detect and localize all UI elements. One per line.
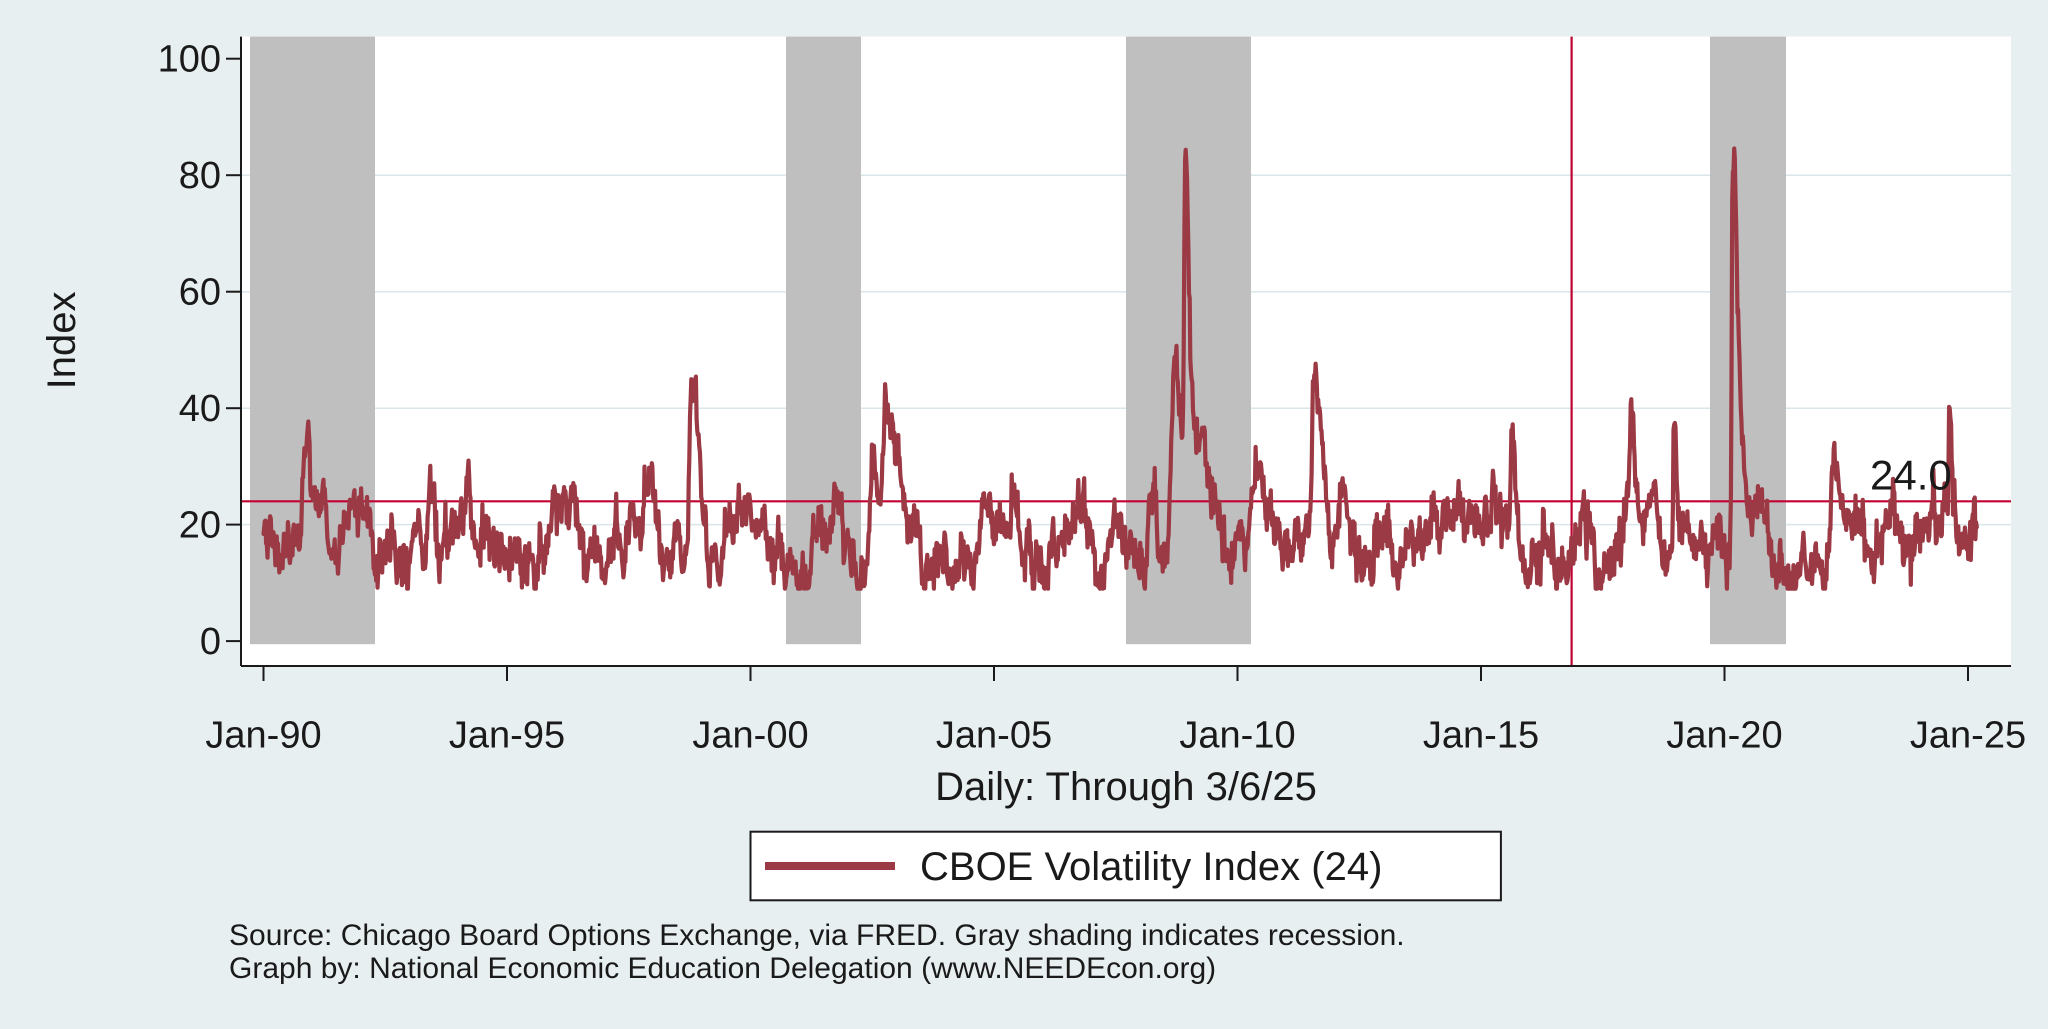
svg-text:40: 40 — [179, 388, 221, 430]
svg-text:Source: Chicago Board Options: Source: Chicago Board Options Exchange, … — [229, 919, 1405, 952]
svg-text:Jan-05: Jan-05 — [936, 714, 1052, 756]
svg-text:CBOE Volatility Index (24): CBOE Volatility Index (24) — [920, 845, 1382, 889]
svg-text:80: 80 — [179, 155, 221, 197]
svg-text:Jan-00: Jan-00 — [692, 714, 808, 756]
svg-text:100: 100 — [158, 39, 221, 81]
svg-text:Jan-90: Jan-90 — [205, 714, 321, 756]
svg-text:Jan-20: Jan-20 — [1666, 714, 1782, 756]
svg-text:Index: Index — [40, 291, 84, 389]
svg-text:Jan-25: Jan-25 — [1910, 714, 2026, 756]
svg-text:0: 0 — [200, 621, 221, 663]
svg-text:Graph by: National Economic Ed: Graph by: National Economic Education De… — [229, 952, 1216, 985]
svg-text:Jan-95: Jan-95 — [449, 714, 565, 756]
svg-text:Jan-15: Jan-15 — [1423, 714, 1539, 756]
svg-text:60: 60 — [179, 272, 221, 314]
svg-text:24.0: 24.0 — [1870, 451, 1952, 498]
svg-text:Jan-10: Jan-10 — [1179, 714, 1295, 756]
svg-text:Daily: Through 3/6/25: Daily: Through 3/6/25 — [935, 765, 1317, 809]
svg-text:20: 20 — [179, 505, 221, 547]
